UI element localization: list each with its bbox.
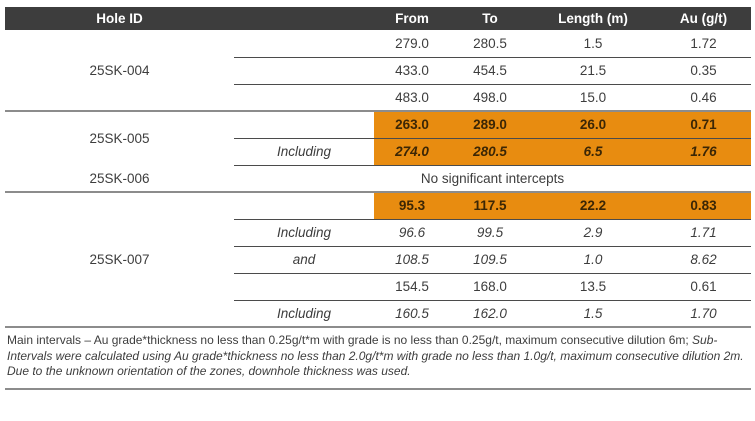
intercept-row-highlighted: Including 274.0 280.5 6.5 1.76 xyxy=(5,137,751,165)
intercept-row: 433.0 454.5 21.5 0.35 xyxy=(5,56,751,84)
cell-to: 289.0 xyxy=(450,110,530,138)
cell-to: 168.0 xyxy=(450,272,530,300)
cell-length: 22.2 xyxy=(530,191,656,219)
no-intercepts-note: No significant intercepts xyxy=(234,164,751,192)
cell-au: 1.72 xyxy=(690,35,717,51)
cell-to: 162.0 xyxy=(450,299,530,327)
hole-id: 25SK-007 xyxy=(5,191,234,327)
footnotes: Main intervals – Au grade*thickness no l… xyxy=(5,328,751,390)
cell-from: 96.6 xyxy=(374,218,450,246)
results-sheet: Hole ID From To Length (m) Au (g/t) 25SK… xyxy=(5,7,751,390)
cell-from: 279.0 xyxy=(395,35,429,51)
cell-to: 454.5 xyxy=(450,56,530,84)
footnote-orientation: Due to the unknown orientation of the zo… xyxy=(7,364,411,378)
no-intercepts-row: 25SK-006 No significant intercepts xyxy=(5,164,751,192)
cell-sub-label: Including xyxy=(234,299,374,327)
cell-au: 0.61 xyxy=(656,272,751,300)
cell-from: 108.5 xyxy=(374,245,450,273)
cell-sub-label xyxy=(234,83,374,111)
cell-sub-label: Including xyxy=(234,218,374,246)
cell-length: 1.0 xyxy=(530,245,656,273)
intercept-row: and 108.5 109.5 1.0 8.62 xyxy=(5,245,751,273)
drill-intercepts-table: Hole ID From To Length (m) Au (g/t) 25SK… xyxy=(5,7,751,328)
cell-length: 15.0 xyxy=(530,83,656,111)
cell-length: 13.5 xyxy=(530,272,656,300)
cell-length: 26.0 xyxy=(530,110,656,138)
cell-sub-label xyxy=(234,272,374,300)
cell-length: 1.5 xyxy=(583,35,603,51)
cell-au: 0.71 xyxy=(656,110,751,138)
cell-from: 274.0 xyxy=(374,137,450,165)
cell-to: 117.5 xyxy=(450,191,530,219)
header-length: Length (m) xyxy=(530,7,656,30)
cell-to: 280.5 xyxy=(473,35,507,51)
cell-length: 21.5 xyxy=(530,56,656,84)
header-sub-label xyxy=(234,7,374,30)
header-hole-id: Hole ID xyxy=(5,7,234,30)
cell-au: 8.62 xyxy=(656,245,751,273)
cell-to: 498.0 xyxy=(450,83,530,111)
cell-to: 99.5 xyxy=(450,218,530,246)
intercept-row: 25SK-004 279.0 280.5 1.5 1.72 xyxy=(5,30,751,78)
header-au: Au (g/t) xyxy=(656,7,751,30)
header-to: To xyxy=(450,7,530,30)
hole-id: 25SK-005 xyxy=(5,110,234,165)
cell-from: 483.0 xyxy=(374,83,450,111)
cell-length: 1.5 xyxy=(530,299,656,327)
cell-from: 433.0 xyxy=(374,56,450,84)
table-header: Hole ID From To Length (m) Au (g/t) xyxy=(5,7,751,30)
cell-au: 0.46 xyxy=(656,83,751,111)
cell-sub-label: and xyxy=(234,245,374,273)
hole-id: 25SK-004 xyxy=(89,62,150,78)
footnote-intervals-italic: Sub-Intervals were calculated using Au g… xyxy=(7,333,744,363)
intercept-row: 154.5 168.0 13.5 0.61 xyxy=(5,272,751,300)
cell-sub-label: Including xyxy=(234,137,374,165)
intercept-row-highlighted: 25SK-007 95.3 117.5 22.2 0.83 xyxy=(5,191,751,327)
cell-from: 263.0 xyxy=(374,110,450,138)
hole-id: 25SK-006 xyxy=(89,170,150,186)
cell-length: 2.9 xyxy=(530,218,656,246)
cell-from: 160.5 xyxy=(374,299,450,327)
cell-au: 0.35 xyxy=(656,56,751,84)
cell-to: 109.5 xyxy=(450,245,530,273)
footnote-intervals-regular: Main intervals – Au grade*thickness no l… xyxy=(7,333,693,347)
header-from: From xyxy=(374,7,450,30)
header-row: Hole ID From To Length (m) Au (g/t) xyxy=(5,7,751,30)
cell-au: 0.83 xyxy=(656,191,751,219)
footnote-intervals: Main intervals – Au grade*thickness no l… xyxy=(7,333,749,364)
intercept-row: Including 96.6 99.5 2.9 1.71 xyxy=(5,218,751,246)
table-body: 25SK-004 279.0 280.5 1.5 1.72 433.0 454.… xyxy=(5,30,751,327)
cell-from: 154.5 xyxy=(374,272,450,300)
cell-au: 1.71 xyxy=(656,218,751,246)
intercept-row: 483.0 498.0 15.0 0.46 xyxy=(5,83,751,111)
intercept-row-highlighted: 25SK-005 263.0 289.0 26.0 0.71 xyxy=(5,110,751,165)
cell-length: 6.5 xyxy=(530,137,656,165)
cell-sub-label xyxy=(234,191,374,219)
cell-sub-label xyxy=(234,56,374,84)
cell-sub-label xyxy=(234,30,374,57)
cell-sub-label xyxy=(234,110,374,138)
cell-au: 1.70 xyxy=(656,299,751,327)
cell-au: 1.76 xyxy=(656,137,751,165)
cell-from: 95.3 xyxy=(374,191,450,219)
intercept-row: Including 160.5 162.0 1.5 1.70 xyxy=(5,299,751,327)
cell-to: 280.5 xyxy=(450,137,530,165)
